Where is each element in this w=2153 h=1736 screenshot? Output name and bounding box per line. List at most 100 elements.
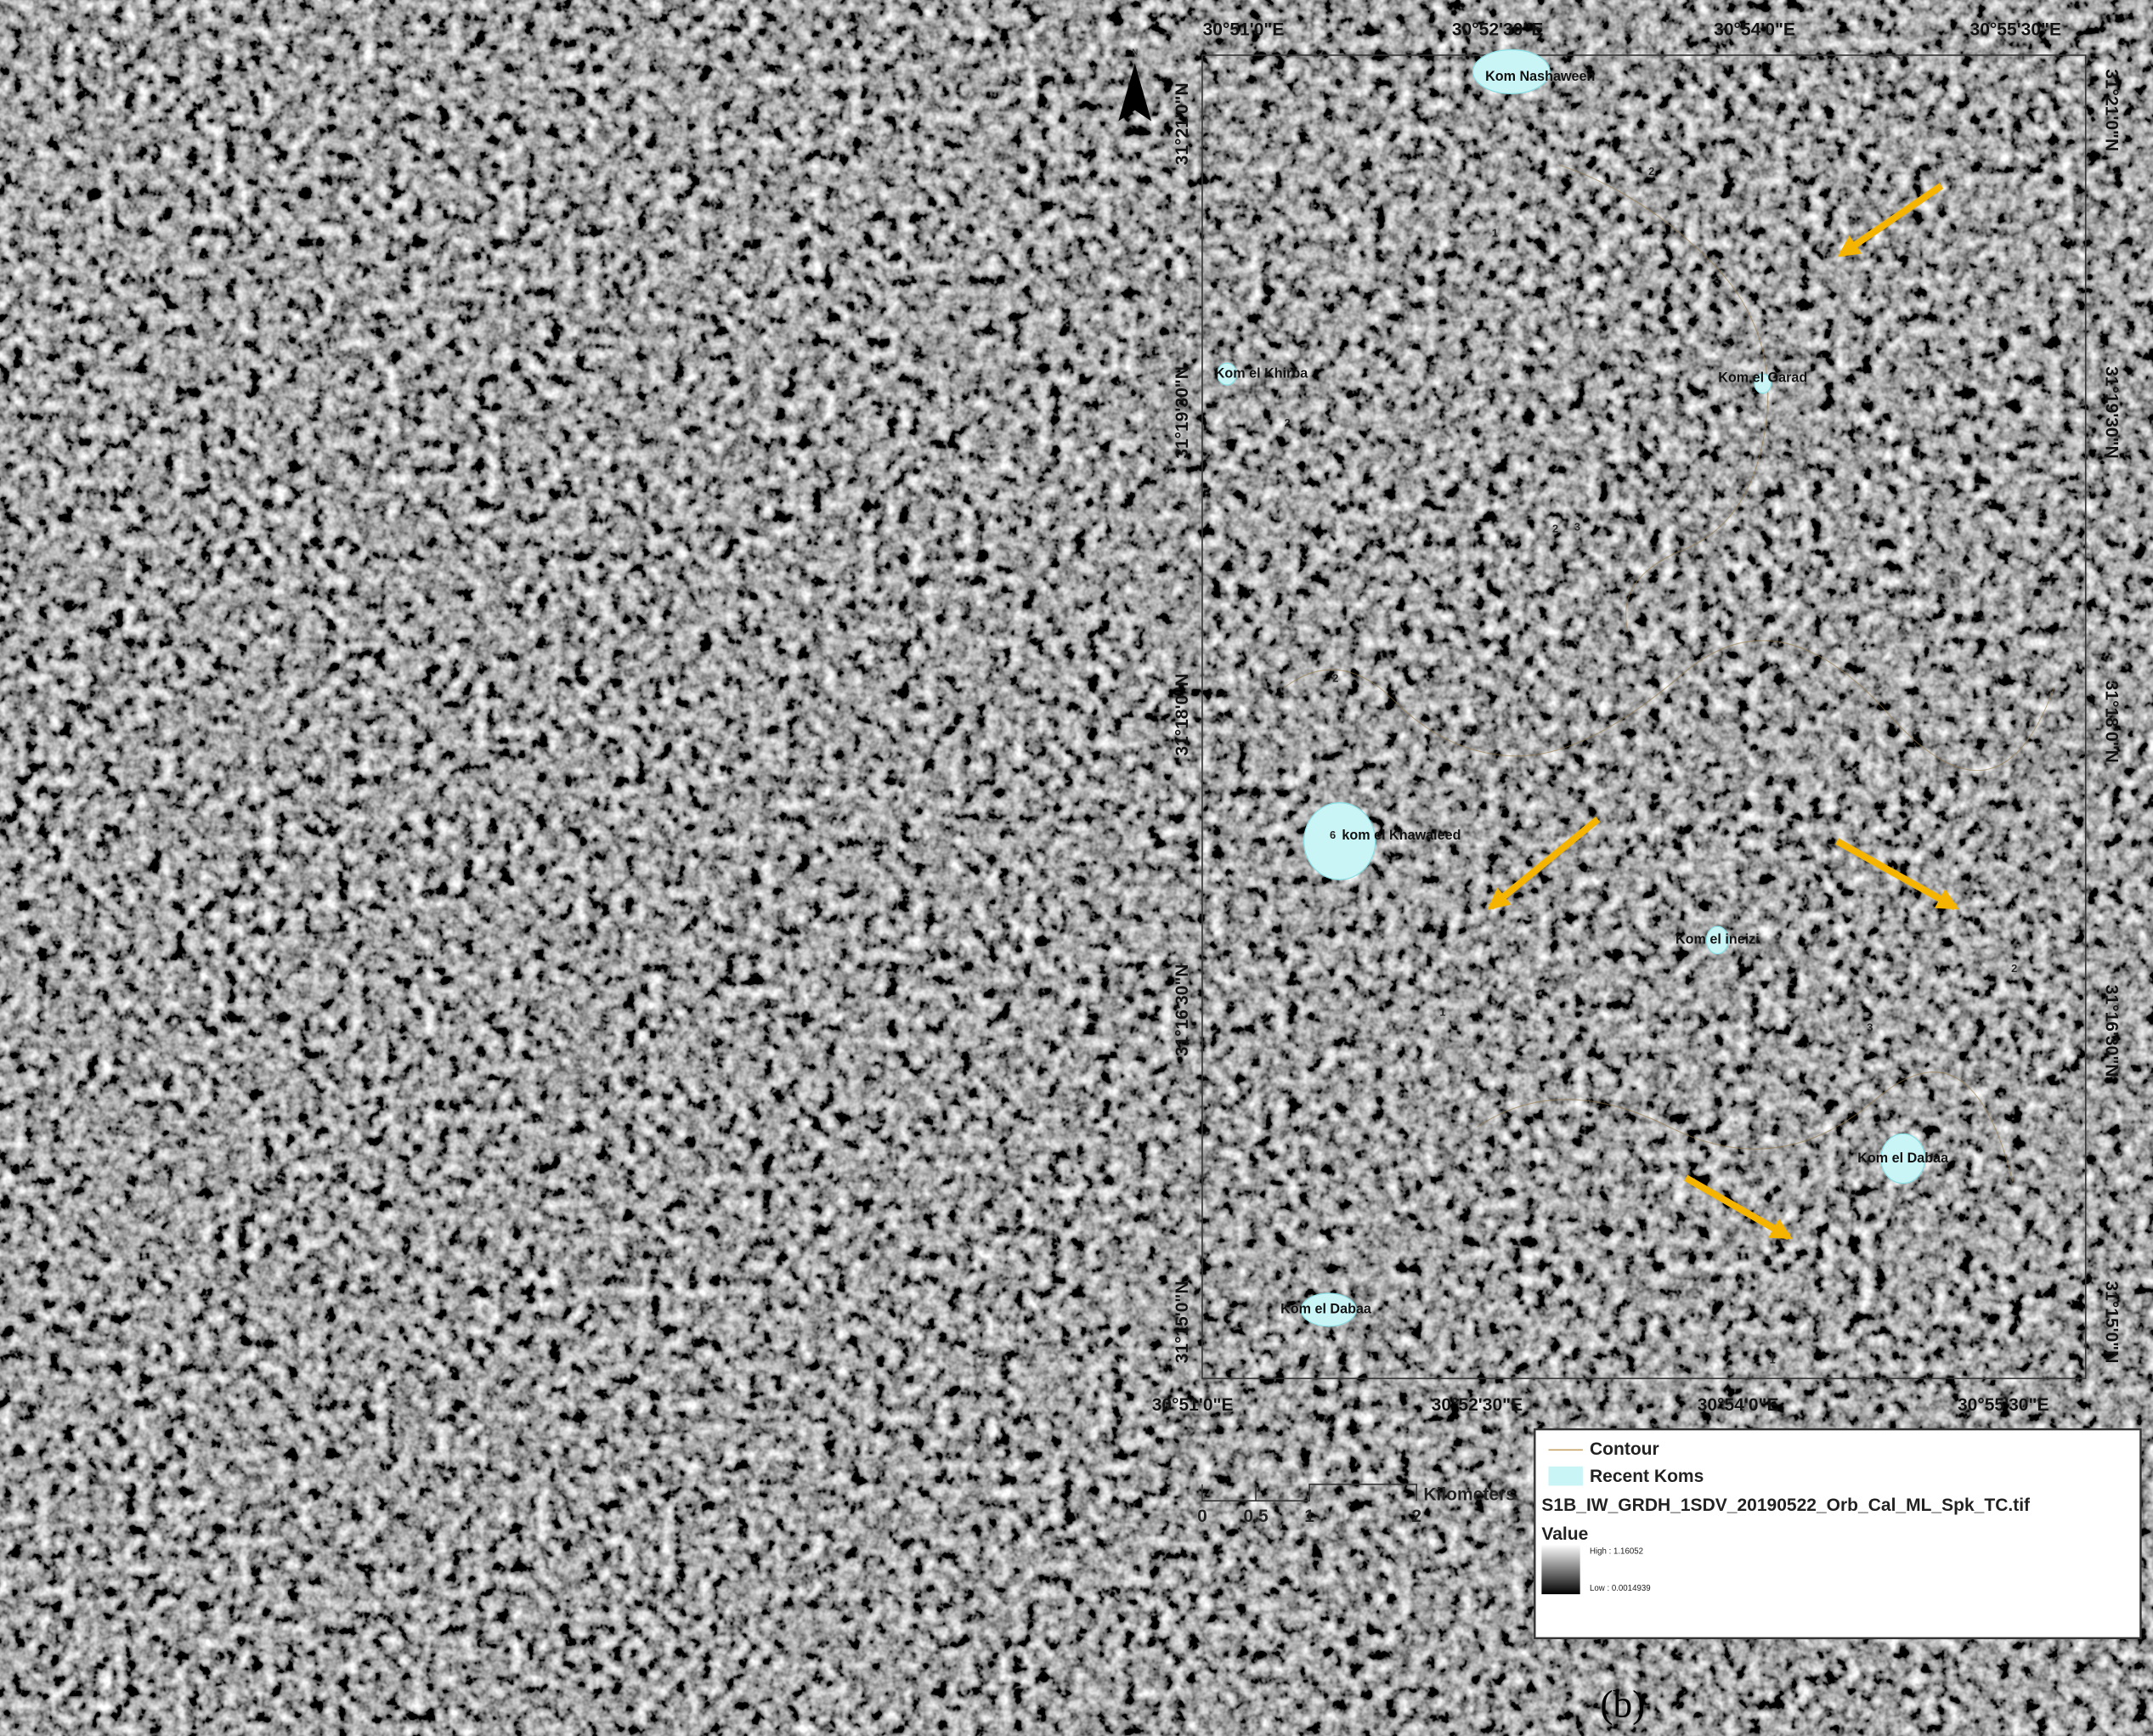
x-tick-label: 30°52'30"E xyxy=(1452,20,1544,39)
legend-kom-swatch xyxy=(473,1476,509,1496)
contour-label: 2 xyxy=(911,955,917,968)
legend-label: Contour xyxy=(1590,1439,1659,1459)
x-tick-label: 30°51'0"E xyxy=(113,20,195,39)
contour-label: 1 xyxy=(352,1003,358,1015)
legend-value: Value xyxy=(1541,1524,1588,1544)
contour-line xyxy=(189,640,960,772)
contour-label: 2 xyxy=(1648,165,1654,178)
y-tick-label: 31°18'0"N xyxy=(69,674,88,756)
contour-label: 2 xyxy=(1332,672,1338,685)
x-tick-label: 30°52'30"E xyxy=(364,20,455,39)
x-tick-label: 30°52'30"E xyxy=(1432,1395,1523,1415)
place-label: Kom El Garad xyxy=(621,376,712,392)
kom-area xyxy=(657,377,675,399)
y-tick-label: 31°21'0"N xyxy=(1009,66,1029,149)
legend-high: High : 3.40472 xyxy=(515,1557,568,1566)
kom-area xyxy=(1217,362,1238,386)
scale-tick: 0.5 xyxy=(154,1459,179,1479)
place-label: Kom el Dabaa xyxy=(1280,1302,1372,1317)
scale-tick: 0 xyxy=(1197,1507,1207,1526)
legend-low: Low : 0.0014939 xyxy=(1590,1584,1651,1593)
contour-line xyxy=(464,164,674,633)
contour-label: 2 xyxy=(1285,416,1291,429)
legend-label: Recent Koms xyxy=(1590,1467,1704,1486)
kom-area xyxy=(1303,802,1376,880)
kom-area xyxy=(127,370,148,394)
panel-caption: (a) xyxy=(505,1683,547,1726)
contour-label: 6 xyxy=(1330,828,1336,841)
legend-value: Value xyxy=(467,1534,514,1553)
x-tick-label: 30°55'30"E xyxy=(878,20,969,39)
legend-ramp xyxy=(1541,1544,1580,1595)
highlight-arrow xyxy=(705,835,817,910)
map-frame xyxy=(106,54,996,1380)
y-tick-label: 31°19'30"N xyxy=(69,361,88,454)
y-tick-label: 31°15'0"N xyxy=(1009,1271,1029,1354)
x-tick-label: 30°51'0"E xyxy=(1203,20,1285,39)
contour-label: 2 xyxy=(553,172,559,184)
place-label: Kom Nashaween xyxy=(1485,69,1595,84)
x-tick-label: 30°54'0"E xyxy=(602,1395,684,1415)
scale-unit: Kilometers xyxy=(334,1437,427,1456)
y-tick-label: 31°18'0"N xyxy=(1173,674,1192,756)
x-tick-label: 30°54'0"E xyxy=(1714,20,1795,39)
legend-ramp xyxy=(466,1554,506,1604)
y-tick-label: 31°16'30"N xyxy=(69,971,88,1064)
x-tick-label: 30°54'0"E xyxy=(629,20,710,39)
y-tick-label: 31°15'0"N xyxy=(1173,1281,1192,1363)
legend-label: Recent Koms xyxy=(515,1477,629,1496)
x-tick-label: 30°51'0"E xyxy=(90,1395,172,1415)
y-tick-label: 31°21'0"N xyxy=(1173,82,1192,165)
contour-label: 6 xyxy=(234,828,240,841)
highlight-arrow xyxy=(1487,816,1601,910)
y-tick-label: 31°18'0"N xyxy=(1009,674,1029,756)
contour-label: 2 xyxy=(2011,962,2017,975)
place-label: kom el Khawaleed xyxy=(1342,828,1461,843)
scale-bar xyxy=(1201,1483,1418,1501)
legend-raster: S1A_IW_GRDH_1SDV_20180505_Orb_Cal_ML_Spk… xyxy=(467,1506,957,1525)
legend-low: Low : 0.000990474 xyxy=(515,1594,585,1603)
panel-caption: (b) xyxy=(1600,1683,1645,1726)
y-tick-label: 31°21'0"N xyxy=(2101,69,2121,151)
sar-image xyxy=(1201,54,2086,1379)
place-label: Kom el Dabaa xyxy=(1857,1151,1949,1166)
contour-line xyxy=(1284,640,2055,772)
contour-label: 3 xyxy=(1574,521,1580,534)
x-tick-label: 30°55'30"E xyxy=(854,1395,946,1415)
y-tick-label: 31°18'0"N xyxy=(2101,681,2121,763)
y-tick-label: 31°15'0"N xyxy=(2101,1281,2121,1363)
scale-tick: 2 xyxy=(1411,1507,1421,1526)
x-tick-label: 30°51'0"E xyxy=(1152,1395,1234,1415)
kom-area xyxy=(1754,373,1772,394)
contour-label: 3 xyxy=(478,522,483,534)
y-tick-label: 31°16'30"N xyxy=(2101,985,2121,1077)
scale-tick: 0 xyxy=(108,1459,118,1479)
y-tick-label: 31°19'30"N xyxy=(1173,366,1192,459)
panel-frame xyxy=(1105,10,2142,1658)
kom-area xyxy=(1472,48,1551,94)
y-tick-label: 31°16'30"N xyxy=(1173,964,1192,1057)
map-frame xyxy=(1201,54,2087,1380)
contour-line xyxy=(1559,164,1769,633)
legend-kom-swatch xyxy=(1548,1466,1583,1486)
contour-line xyxy=(1477,1072,2014,1183)
place-label: Kom el Garad xyxy=(1718,370,1807,385)
north-arrow xyxy=(19,63,53,122)
highlight-arrow xyxy=(1835,838,1959,911)
legend-high: High : 1.16052 xyxy=(1590,1547,1643,1557)
highlight-arrow xyxy=(1684,1174,1793,1241)
scale-tick: 1 xyxy=(1304,1507,1314,1526)
scale-unit: Kilometers xyxy=(1423,1484,1516,1504)
highlight-arrow xyxy=(591,1117,680,1183)
x-tick-label: 30°52'30"E xyxy=(339,1395,431,1415)
north-label: N xyxy=(1132,48,1138,57)
contour-label: 2 xyxy=(1552,522,1558,534)
highlight-arrow xyxy=(1837,183,1944,257)
scale-tick: 0.5 xyxy=(1243,1507,1269,1526)
contour-label: 3 xyxy=(134,988,140,1001)
kom-area xyxy=(1705,925,1729,955)
kom-area xyxy=(610,923,635,952)
legend-box xyxy=(1534,1428,2142,1640)
y-tick-label: 31°16'30"N xyxy=(1009,971,1029,1064)
